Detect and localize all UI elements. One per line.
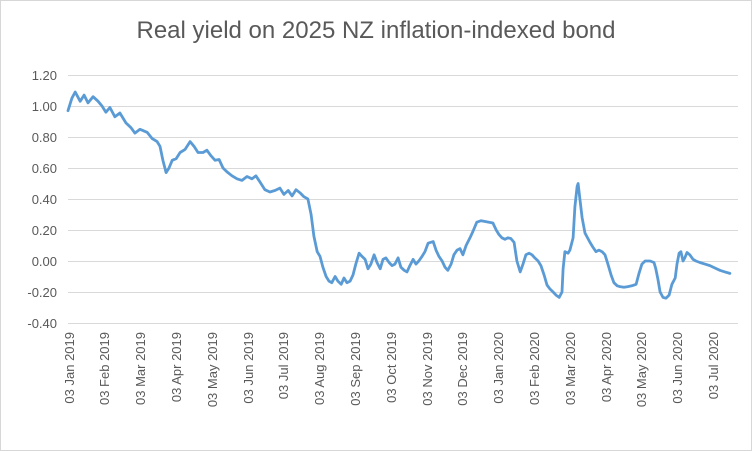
gridline [68, 199, 738, 200]
y-axis-tick-label: 0.60 [31, 161, 57, 176]
gridline [68, 323, 738, 324]
y-axis-tick-label: 0.20 [31, 223, 57, 238]
y-axis-tick-label: -0.20 [27, 285, 57, 300]
gridline [68, 230, 738, 231]
gridline [68, 106, 738, 107]
gridline [68, 75, 738, 76]
y-axis-tick-label: 1.00 [31, 99, 57, 114]
y-axis-tick-label: 0.00 [31, 254, 57, 269]
y-axis-tick-label: 1.20 [31, 68, 57, 83]
y-axis-tick-label: 0.80 [31, 130, 57, 145]
gridline [68, 292, 738, 293]
gridline [68, 137, 738, 138]
y-axis-tick-label: 0.40 [31, 192, 57, 207]
y-axis-tick-label: -0.40 [27, 316, 57, 331]
gridline [68, 261, 738, 262]
yield-line-series [66, 90, 732, 300]
gridline [68, 168, 738, 169]
chart-title: Real yield on 2025 NZ inflation-indexed … [136, 17, 616, 44]
